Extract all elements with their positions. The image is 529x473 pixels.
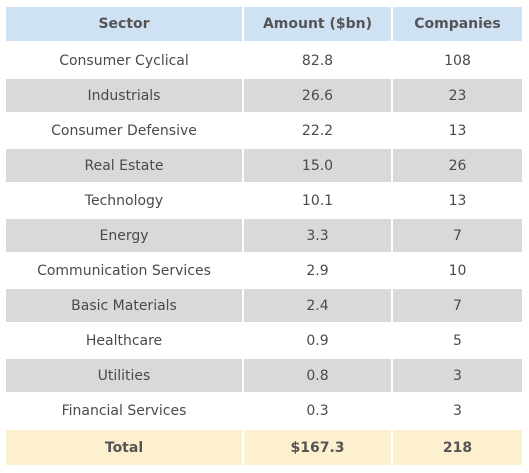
sector-cell: Healthcare xyxy=(6,323,244,358)
companies-cell: 3 xyxy=(393,358,522,393)
column-header-sector[interactable]: Sector xyxy=(6,7,244,41)
table-row: Technology 10.1 13 xyxy=(6,183,522,218)
companies-cell: 10 xyxy=(448,262,467,279)
table-row: Industrials 26.6 23 xyxy=(6,78,522,113)
total-amount: $167.3 xyxy=(244,430,393,465)
amount-cell: 2.4 xyxy=(244,288,393,323)
sector-cell: Industrials xyxy=(6,78,244,113)
sector-cell: Basic Materials xyxy=(6,288,244,323)
sector-table: Sector Amount ($bn) Companies Consumer C… xyxy=(6,7,522,465)
sector-cell: Communication Services xyxy=(6,253,244,288)
amount-cell: 3.3 xyxy=(244,218,393,253)
amount-cell: 0.3 xyxy=(244,393,393,428)
table-row: Healthcare 0.9 5 xyxy=(6,323,522,358)
sector-cell: Energy xyxy=(6,218,244,253)
table-row: Financial Services 0.3 3 xyxy=(6,393,522,428)
sector-cell: Utilities xyxy=(6,358,244,393)
table-row: Consumer Defensive 22.2 13 xyxy=(6,113,522,148)
sector-cell: Technology xyxy=(6,183,244,218)
companies-cell: 7 xyxy=(393,218,522,253)
table-row: Communication Services 2.9 10 xyxy=(6,253,522,288)
table-row: Utilities 0.8 3 xyxy=(6,358,522,393)
companies-cell: 5 xyxy=(453,332,462,349)
column-header-amount[interactable]: Amount ($bn) xyxy=(244,7,393,41)
column-header-companies[interactable]: Companies xyxy=(393,7,522,41)
amount-cell: 82.8 xyxy=(244,43,393,78)
table-row: Consumer Cyclical 82.8 108 xyxy=(6,43,522,78)
table-row: Real Estate 15.0 26 xyxy=(6,148,522,183)
companies-cell: 13 xyxy=(448,192,467,209)
amount-cell: 22.2 xyxy=(244,113,393,148)
table-row: Basic Materials 2.4 7 xyxy=(6,288,522,323)
sector-cell: Consumer Defensive xyxy=(6,113,244,148)
amount-cell: 0.8 xyxy=(244,358,393,393)
amount-cell: 26.6 xyxy=(244,78,393,113)
table-total-row: Total $167.3 218 xyxy=(6,428,522,465)
amount-cell: 10.1 xyxy=(244,183,393,218)
total-companies: 218 xyxy=(393,430,522,465)
sector-cell: Consumer Cyclical xyxy=(6,43,244,78)
companies-cell: 108 xyxy=(444,52,471,69)
amount-cell: 15.0 xyxy=(244,148,393,183)
sector-cell: Real Estate xyxy=(6,148,244,183)
sector-cell: Financial Services xyxy=(6,393,244,428)
companies-cell: 7 xyxy=(393,288,522,323)
companies-cell: 13 xyxy=(448,122,467,139)
amount-cell: 2.9 xyxy=(244,253,393,288)
companies-cell: 3 xyxy=(453,402,462,419)
companies-cell: 26 xyxy=(393,148,522,183)
total-label: Total xyxy=(6,430,244,465)
table-row: Energy 3.3 7 xyxy=(6,218,522,253)
companies-cell: 23 xyxy=(393,78,522,113)
amount-cell: 0.9 xyxy=(244,323,393,358)
table-header-row: Sector Amount ($bn) Companies xyxy=(6,7,522,43)
